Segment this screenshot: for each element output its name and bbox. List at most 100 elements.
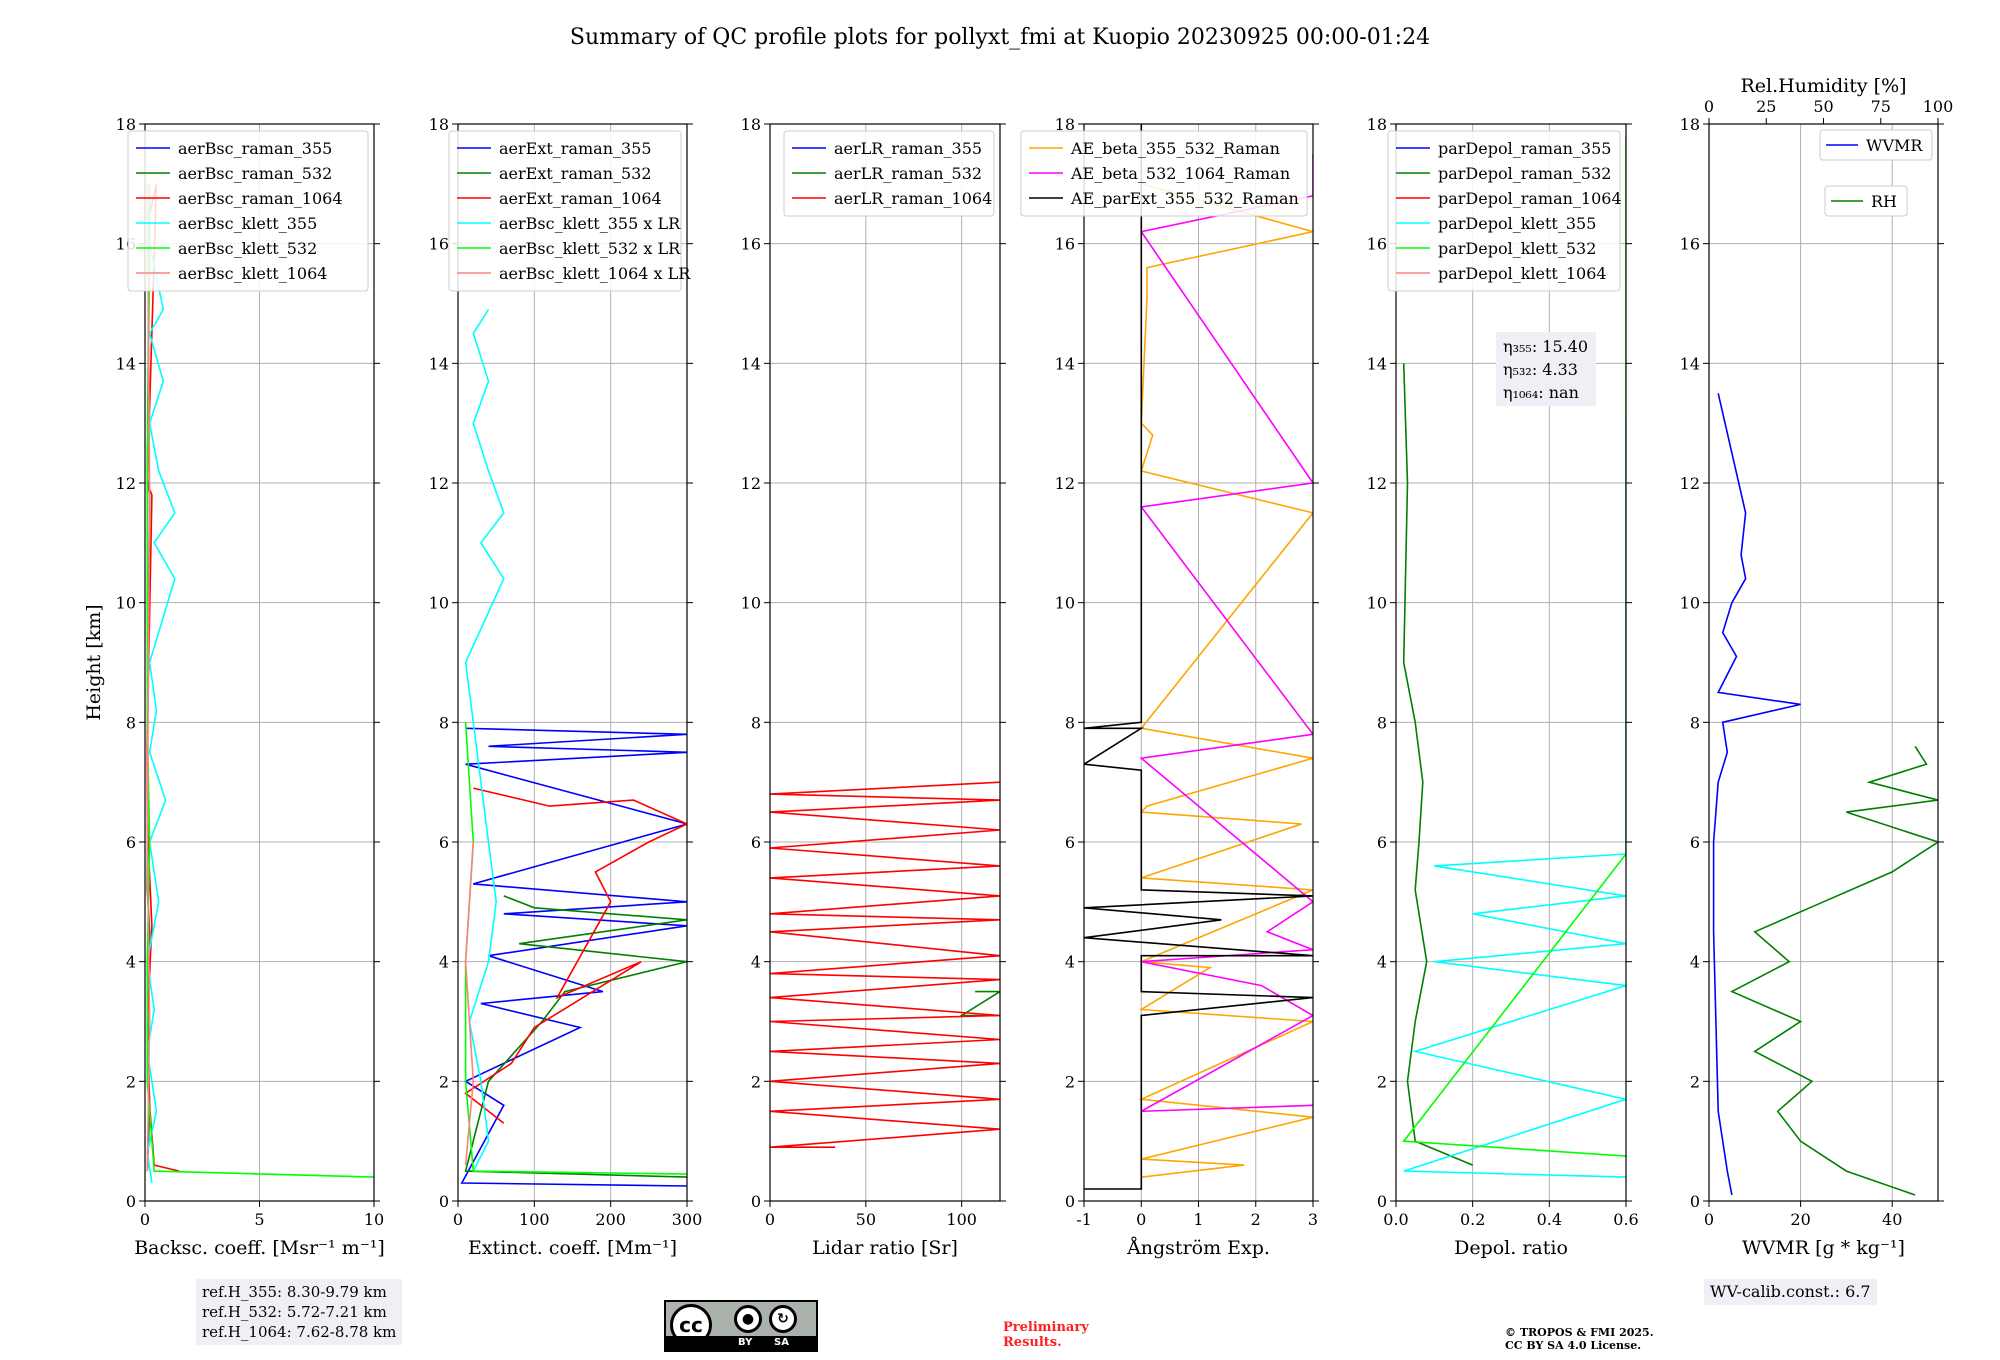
y-tick-label: 10 — [741, 594, 761, 613]
legend-label: AE_beta_355_532_Raman — [1070, 139, 1280, 158]
wv-calib-const: WV-calib.const.: 6.7 — [1710, 1282, 1871, 1301]
x-tick-label: 0 — [453, 1210, 463, 1229]
y-tick-label: 8 — [1377, 713, 1387, 732]
legend-label: aerBsc_raman_532 — [178, 164, 332, 183]
legend-label: aerBsc_klett_532 — [178, 239, 317, 258]
x-axis-label: Depol. ratio — [1454, 1237, 1568, 1259]
x-tick-label: 0 — [140, 1210, 150, 1229]
y-tick-label: 18 — [429, 115, 449, 134]
x-tick-label: 0 — [765, 1210, 775, 1229]
y-tick-label: 6 — [1377, 833, 1387, 852]
legend-label: parDepol_klett_532 — [1438, 239, 1596, 258]
y-tick-label: 4 — [1690, 953, 1700, 972]
y-tick-label: 6 — [1065, 833, 1075, 852]
top-x-axis-label: Rel.Humidity [%] — [1740, 75, 1906, 97]
legend-label: parDepol_klett_355 — [1438, 214, 1596, 233]
x-tick-label: 100 — [519, 1210, 550, 1229]
copyright-note: © TROPOS & FMI 2025. CC BY SA 4.0 Licens… — [1505, 1326, 1654, 1352]
y-tick-label: 12 — [116, 474, 136, 493]
x-tick-label: -1 — [1076, 1210, 1092, 1229]
y-tick-label: 16 — [741, 235, 761, 254]
legend-label: aerBsc_raman_355 — [178, 139, 332, 158]
y-tick-label: 14 — [116, 354, 136, 373]
reference-height-box: ref.H_355: 8.30-9.79 km ref.H_532: 5.72-… — [196, 1279, 403, 1345]
y-tick-label: 12 — [1055, 474, 1075, 493]
legend: aerExt_raman_355 aerExt_raman_532 aerExt_r… — [448, 130, 691, 292]
y-tick-label: 2 — [1065, 1072, 1075, 1091]
legend-label: aerBsc_klett_1064 — [178, 264, 327, 283]
x-tick-label: 0.4 — [1537, 1210, 1562, 1229]
legend-RH: RH — [1824, 185, 1908, 217]
series-aerExt_raman_355 — [460, 727, 687, 1187]
x-tick-label: 200 — [595, 1210, 626, 1229]
legend: AE_beta_355_532_Raman AE_beta_532_1064_Ra… — [1020, 130, 1308, 217]
axes-frame — [457, 123, 688, 1202]
x-tick-label: 0.6 — [1613, 1210, 1638, 1229]
y-tick-label: 10 — [116, 594, 136, 613]
eta-line: η₅₃₂: 4.33 — [1503, 360, 1578, 379]
y-tick-label: 0 — [126, 1192, 136, 1211]
legend-label: aerExt_raman_1064 — [499, 189, 662, 208]
ref-height-355: ref.H_355: 8.30-9.79 km — [202, 1283, 387, 1301]
y-tick-label: 18 — [1680, 115, 1700, 134]
legend-label: aerExt_raman_355 — [499, 139, 652, 158]
preliminary-line-2: Results. — [1003, 1335, 1062, 1350]
legend-box — [1824, 185, 1908, 217]
x-axis-label: Ångström Exp. — [1126, 1237, 1270, 1259]
y-tick-label: 2 — [126, 1072, 136, 1091]
legend-label: aerBsc_klett_1064 x LR — [499, 264, 691, 283]
series-aerExt_raman_532 — [464, 895, 687, 1178]
cc-by-label: BY — [738, 1337, 753, 1348]
legend: aerBsc_raman_355 aerBsc_raman_532 aerBsc_r… — [127, 130, 369, 292]
y-tick-label: 6 — [126, 833, 136, 852]
y-tick-label: 0 — [1690, 1192, 1700, 1211]
series-aerBsc_klett_1064 x LR — [464, 841, 475, 1166]
x-tick-label: 10 — [364, 1210, 384, 1229]
series-aerBsc_klett_355 — [146, 243, 176, 1184]
series-aerExt_raman_1064 — [464, 787, 687, 1124]
y-tick-label: 8 — [1065, 713, 1075, 732]
top-x-tick-label: 50 — [1813, 97, 1833, 116]
legend-label: parDepol_raman_1064 — [1438, 189, 1622, 208]
copyright-line-2: CC BY SA 4.0 License. — [1505, 1339, 1642, 1352]
x-axis-label: Backsc. coeff. [Msr⁻¹ m⁻¹] — [134, 1237, 385, 1259]
axes-frame — [1395, 123, 1627, 1202]
x-tick-label: 2 — [1251, 1210, 1261, 1229]
x-tick-label: 40 — [1882, 1210, 1902, 1229]
cc-sa-label: SA — [774, 1337, 789, 1348]
legend-label: AE_beta_532_1064_Raman — [1070, 164, 1290, 183]
legend-label: aerBsc_klett_355 — [178, 214, 317, 233]
panel-ext: 0 100 200 300 0 2 4 6 8 10 12 14 16 18 Extinct. coeff.… — [429, 115, 703, 1259]
legend-box — [1020, 130, 1308, 217]
sa-share-icon: ↻ — [769, 1305, 797, 1333]
series-parDepol_klett_355 — [1403, 417, 1626, 1178]
y-axis-label: Height [km] — [83, 604, 105, 720]
y-tick-label: 0 — [1065, 1192, 1075, 1211]
legend-box — [1819, 129, 1933, 161]
top-x-tick-label: 25 — [1756, 97, 1776, 116]
ref-height-532: ref.H_532: 5.72-7.21 km — [202, 1303, 387, 1321]
y-tick-label: 16 — [1055, 235, 1075, 254]
x-axis-label: Extinct. coeff. [Mm⁻¹] — [468, 1237, 677, 1259]
axes-frame — [1708, 123, 1939, 1202]
top-x-tick-label: 75 — [1871, 97, 1891, 116]
y-tick-label: 16 — [1680, 235, 1700, 254]
series-aerBsc_klett_1064 — [146, 183, 151, 1172]
legend-label: aerLR_raman_532 — [834, 164, 982, 183]
y-tick-label: 12 — [741, 474, 761, 493]
y-tick-label: 4 — [1377, 953, 1387, 972]
x-axis-label: WVMR [g * kg⁻¹] — [1742, 1237, 1905, 1259]
x-tick-label: 100 — [946, 1210, 977, 1229]
panel-lr: 0 50 100 0 2 4 6 8 10 12 14 16 18 Lidar ratio [Sr] aer… — [741, 115, 1006, 1259]
series-aerLR_raman_532 — [958, 990, 1000, 1017]
legend-box — [127, 130, 369, 292]
y-tick-label: 6 — [1690, 833, 1700, 852]
copyright-line-1: © TROPOS & FMI 2025. — [1505, 1326, 1654, 1339]
y-tick-label: 10 — [1680, 594, 1700, 613]
legend-box — [448, 130, 682, 292]
y-tick-label: 14 — [1055, 354, 1075, 373]
by-person-icon: ● — [734, 1305, 762, 1333]
legend-label: parDepol_raman_532 — [1438, 164, 1611, 183]
